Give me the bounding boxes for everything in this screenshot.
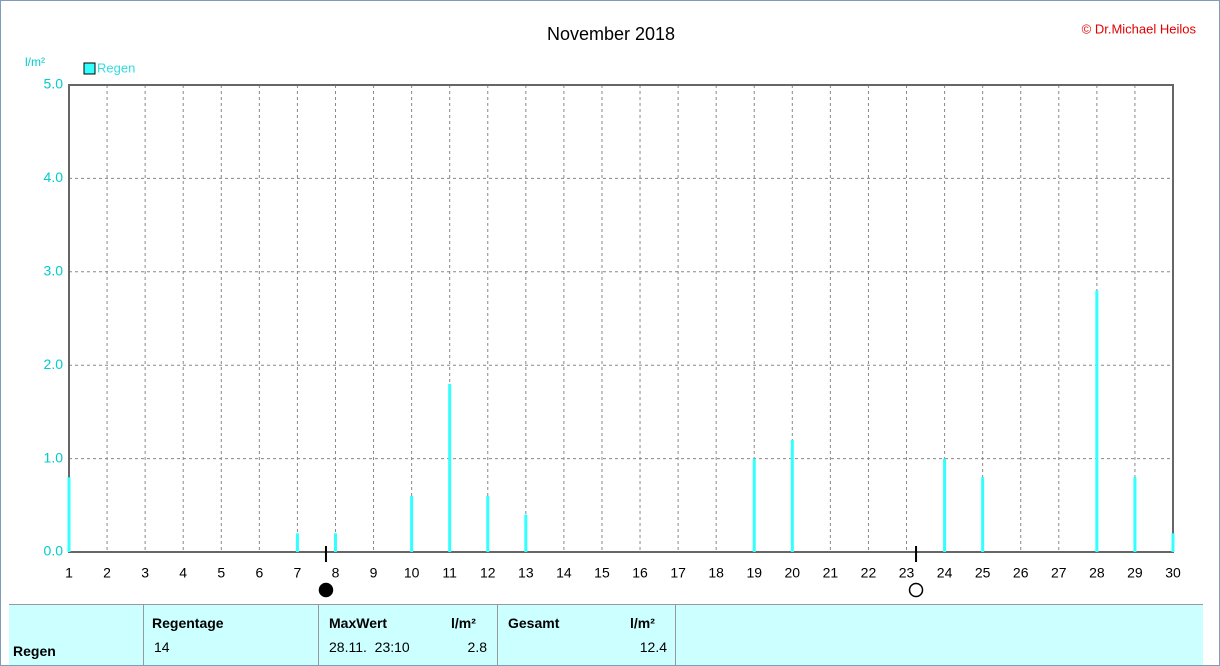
- y-axis-label: l/m²: [25, 55, 45, 69]
- bar: [295, 533, 299, 552]
- x-tick-label: 21: [823, 565, 839, 581]
- x-tick-label: 26: [1013, 565, 1029, 581]
- x-tick-label: 16: [632, 565, 648, 581]
- x-tick-label: 22: [861, 565, 877, 581]
- y-tick-label: 0.0: [44, 543, 64, 559]
- x-tick-label: 20: [785, 565, 801, 581]
- value: 12.4: [639, 639, 667, 655]
- plot-frame: [68, 84, 1174, 553]
- x-tick-label: 14: [556, 565, 572, 581]
- legend-label: Regen: [97, 60, 135, 75]
- bar: [410, 495, 414, 552]
- x-tick-label: 27: [1051, 565, 1067, 581]
- header: Gesamt: [508, 615, 560, 631]
- chart: November 2018 © Dr.Michael Heilos l/m² R…: [25, 21, 1197, 598]
- row-label: Regen: [13, 643, 56, 659]
- x-tick-label: 19: [746, 565, 762, 581]
- x-tick-label: 30: [1165, 565, 1181, 581]
- x-tick-label: 8: [332, 565, 340, 581]
- value: 2.8: [467, 639, 487, 655]
- y-tick-label: 3.0: [44, 263, 64, 279]
- x-tick-label: 24: [937, 565, 953, 581]
- x-tick-label: 23: [899, 565, 915, 581]
- cell: MaxWert l/m² 28.11. 23:10 2.8: [319, 605, 498, 665]
- bar: [1171, 533, 1175, 552]
- unit: l/m²: [630, 615, 655, 631]
- summary-table: Regen Regentage 14 MaxWert l/m² 28.11. 2…: [9, 604, 1203, 665]
- credit: © Dr.Michael Heilos: [1082, 21, 1197, 36]
- x-tick-label: 15: [594, 565, 610, 581]
- x-tick-label: 2: [103, 565, 111, 581]
- bar: [524, 514, 528, 552]
- x-tick-label: 10: [404, 565, 420, 581]
- x-tick-label: 6: [255, 565, 263, 581]
- x-tick-label: 11: [442, 565, 457, 581]
- x-tick-label: 7: [294, 565, 302, 581]
- y-tick-label: 5.0: [44, 76, 64, 92]
- cell: Gesamt l/m² 12.4: [498, 605, 676, 665]
- x-tick-label: 4: [179, 565, 187, 581]
- legend-swatch: [83, 62, 96, 75]
- moon-phase: [318, 582, 334, 598]
- x-tick-label: 1: [65, 565, 73, 581]
- x-tick-label: 9: [370, 565, 378, 581]
- x-tick-label: 18: [708, 565, 724, 581]
- bar: [67, 477, 71, 552]
- x-tick-label: 29: [1127, 565, 1143, 581]
- x-tick-label: 13: [518, 565, 534, 581]
- chart-title: November 2018: [547, 24, 675, 44]
- y-tick-label: 2.0: [44, 356, 64, 372]
- bar: [1133, 477, 1137, 552]
- bar: [981, 477, 985, 552]
- x-tick-label: 25: [975, 565, 991, 581]
- time: 28.11. 23:10: [329, 639, 410, 655]
- x-tick-label: 5: [217, 565, 225, 581]
- bar: [790, 439, 794, 552]
- x-tick-label: 3: [141, 565, 149, 581]
- cell: Regentage 14: [144, 605, 319, 665]
- x-tick-label: 28: [1089, 565, 1105, 581]
- unit: l/m²: [451, 615, 476, 631]
- bar: [1095, 290, 1099, 552]
- y-tick-label: 1.0: [44, 449, 64, 465]
- bar: [448, 383, 452, 552]
- bar: [333, 533, 337, 552]
- header: Regentage: [152, 615, 224, 631]
- value: 14: [154, 639, 170, 655]
- y-tick-label: 4.0: [44, 169, 64, 185]
- header: MaxWert: [329, 615, 388, 631]
- bar: [486, 495, 490, 552]
- cell: Regen: [9, 605, 144, 665]
- bar: [943, 458, 947, 552]
- x-tick-label: 12: [480, 565, 496, 581]
- moon-phase: [908, 582, 924, 598]
- bar: [752, 458, 756, 552]
- x-tick-label: 17: [670, 565, 686, 581]
